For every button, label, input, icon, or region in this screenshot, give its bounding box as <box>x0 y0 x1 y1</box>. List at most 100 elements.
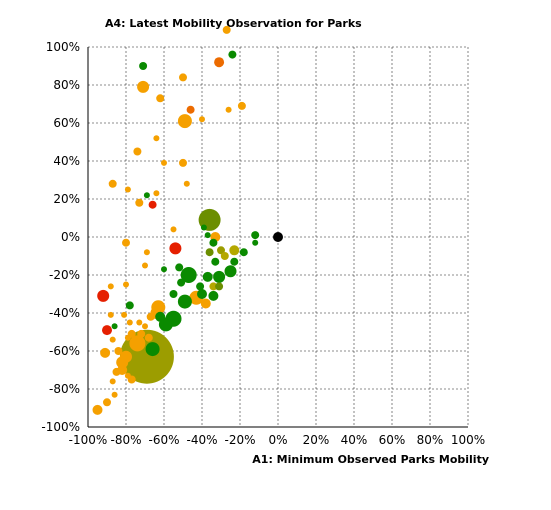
tick-labels: -100% -80% -60% -40% -20% 0% 20% 40% 60% 80% 100%1… <box>41 40 485 447</box>
data-point <box>123 281 129 288</box>
data-point <box>142 323 148 330</box>
points-group <box>92 25 283 415</box>
data-point <box>177 294 192 309</box>
x-tick-label: 60% <box>379 433 406 447</box>
data-point <box>213 270 226 283</box>
data-point <box>177 278 186 287</box>
data-point <box>224 265 237 278</box>
x-tick-label: 0% <box>268 433 287 447</box>
data-point <box>122 238 130 247</box>
data-point <box>139 62 148 70</box>
data-point <box>111 391 118 398</box>
data-point <box>124 372 131 379</box>
data-point <box>137 329 146 338</box>
data-point <box>169 242 182 255</box>
data-point <box>100 347 111 358</box>
data-point <box>177 114 192 129</box>
data-point <box>126 319 133 326</box>
data-point <box>109 378 116 385</box>
y-tick-label: 80% <box>53 78 80 92</box>
grid <box>87 46 469 428</box>
data-point <box>225 106 232 113</box>
x-tick-label: 20% <box>303 433 330 447</box>
data-point <box>179 158 187 167</box>
data-point <box>92 404 103 415</box>
x-tick-label: -20% <box>224 433 255 447</box>
data-point <box>186 105 195 114</box>
data-point <box>103 398 111 407</box>
data-point <box>228 50 237 59</box>
data-point <box>136 319 143 326</box>
y-tick-label: 40% <box>53 154 80 168</box>
x-tick-label: -40% <box>186 433 217 447</box>
data-point <box>205 248 214 257</box>
data-point <box>200 224 207 231</box>
x-tick-label: -100% <box>69 433 108 447</box>
x-axis-label: A1: Minimum Observed Parks Mobility <box>252 453 489 466</box>
data-point <box>112 367 121 376</box>
data-point <box>208 290 219 301</box>
data-point <box>209 282 218 291</box>
data-point <box>124 186 131 193</box>
data-point <box>222 25 231 34</box>
data-point <box>251 231 260 240</box>
data-point <box>144 333 153 342</box>
data-point <box>200 298 211 309</box>
data-point <box>161 266 167 273</box>
data-point <box>107 311 114 318</box>
data-point <box>148 200 157 209</box>
y-tick-label: 0% <box>61 230 80 244</box>
data-point <box>133 147 142 156</box>
y-tick-label: -40% <box>49 306 80 320</box>
data-point <box>170 226 177 233</box>
data-point <box>273 232 283 242</box>
data-point <box>137 80 150 93</box>
data-point <box>239 248 248 257</box>
y-tick-label: 20% <box>53 192 80 206</box>
data-point <box>121 311 128 318</box>
data-point <box>107 283 114 290</box>
data-point <box>220 252 229 260</box>
data-point <box>199 116 205 123</box>
data-point <box>196 282 205 291</box>
data-point <box>114 347 123 355</box>
data-point <box>217 246 225 255</box>
data-point <box>108 179 117 188</box>
y-tick-label: -80% <box>49 382 80 396</box>
data-point <box>135 198 144 207</box>
chart-title: A4: Latest Mobility Observation for Park… <box>105 17 362 30</box>
data-point <box>252 239 259 246</box>
data-point <box>142 262 148 269</box>
x-tick-label: 80% <box>417 433 444 447</box>
y-tick-label: -60% <box>49 344 80 358</box>
data-point <box>197 289 207 299</box>
data-point <box>209 238 218 247</box>
data-point <box>143 249 150 256</box>
x-tick-label: -60% <box>148 433 179 447</box>
data-point <box>156 94 165 103</box>
data-point <box>175 263 184 272</box>
data-point <box>230 257 239 266</box>
data-point <box>125 301 134 310</box>
data-point <box>153 190 160 197</box>
data-point <box>111 323 118 330</box>
data-point <box>202 271 213 282</box>
data-point <box>153 135 160 142</box>
data-point <box>109 336 116 343</box>
y-tick-label: 100% <box>46 40 80 54</box>
data-point <box>215 282 224 291</box>
x-tick-label: 40% <box>341 433 368 447</box>
data-point <box>180 267 197 283</box>
data-point <box>214 57 225 68</box>
data-point <box>146 312 155 321</box>
data-point <box>102 325 112 336</box>
data-point <box>161 159 167 166</box>
data-point <box>211 257 220 266</box>
data-point <box>124 334 131 341</box>
y-tick-label: 60% <box>53 116 80 130</box>
data-point <box>179 73 187 82</box>
x-tick-label: -80% <box>110 433 141 447</box>
data-point <box>204 232 211 239</box>
y-tick-label: -20% <box>49 268 80 282</box>
